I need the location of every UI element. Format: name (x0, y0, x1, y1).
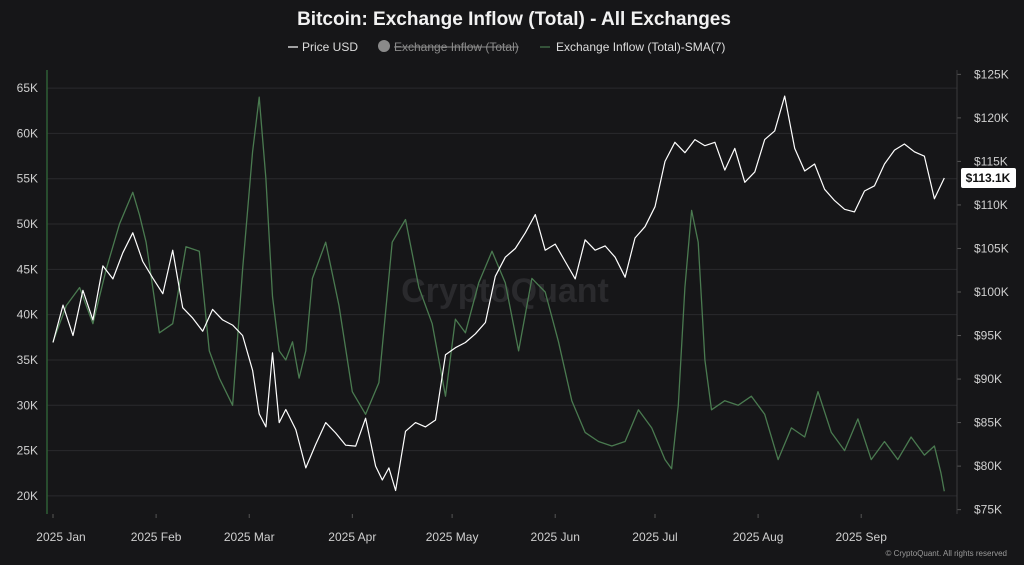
series-line-inflow-sma (52, 96, 945, 492)
price-badge: $113.1K (961, 168, 1016, 188)
series-line-price (52, 95, 945, 492)
watermark: CryptoQuant (401, 272, 609, 310)
right-tick-label: $100K (974, 285, 1009, 299)
x-tick-label: 2025 Jan (36, 530, 85, 544)
left-tick-label: 35K (17, 353, 38, 367)
right-tick-label: $120K (974, 111, 1009, 125)
legend[interactable]: Price USD Exchange Inflow (Total) Exchan… (288, 40, 725, 54)
x-tick-label: 2025 May (426, 530, 479, 544)
legend-item-inflow[interactable]: Exchange Inflow (Total) (378, 40, 519, 54)
left-tick-label: 60K (17, 126, 38, 140)
legend-label-price: Price USD (302, 40, 358, 54)
legend-label-sma: Exchange Inflow (Total)-SMA(7) (556, 40, 725, 54)
price-badge-box (961, 168, 1016, 188)
x-tick-label: 2025 Feb (131, 530, 182, 544)
right-axis: $125K $120K $115K $110K $105K $100K $95K $90K $8… (957, 67, 1009, 517)
x-axis: 2025 Jan 2025 Feb 2025 Mar 2025 Apr 2025 May… (36, 514, 887, 544)
x-tick-label: 2025 Jun (531, 530, 580, 544)
x-tick-label: 2025 Jul (632, 530, 677, 544)
left-tick-label: 50K (17, 217, 38, 231)
right-tick-label: $95K (974, 329, 1002, 343)
right-tick-label: $80K (974, 459, 1002, 473)
right-tick-label: $105K (974, 241, 1009, 255)
legend-item-sma[interactable]: Exchange Inflow (Total)-SMA(7) (540, 40, 725, 54)
left-tick-label: 45K (17, 262, 38, 276)
x-tick-label: 2025 Sep (836, 530, 888, 544)
chart-title: Bitcoin: Exchange Inflow (Total) - All E… (297, 9, 731, 30)
right-tick-label: $75K (974, 503, 1002, 517)
left-tick-label: 30K (17, 398, 38, 412)
legend-swatch-inflow (378, 40, 390, 52)
left-axis: 65K 60K 55K 50K 45K 40K 35K 30K 25K 20K (17, 81, 38, 503)
right-tick-label: $115K (974, 154, 1008, 168)
copyright-credit: © CryptoQuant. All rights reserved (886, 549, 1008, 558)
right-tick-label: $85K (974, 416, 1002, 430)
left-tick-label: 55K (17, 172, 38, 186)
x-tick-label: 2025 Apr (328, 530, 376, 544)
right-tick-label: $90K (974, 372, 1002, 386)
left-tick-label: 25K (17, 444, 38, 458)
right-tick-label: $125K (974, 67, 1009, 81)
right-tick-label: $110K (974, 198, 1008, 212)
grid (47, 87, 957, 497)
left-tick-label: 40K (17, 308, 38, 322)
left-tick-label: 20K (17, 489, 38, 503)
price-badge-label: $113.1K (966, 171, 1011, 185)
x-tick-label: 2025 Aug (733, 530, 784, 544)
legend-item-price[interactable]: Price USD (288, 40, 358, 54)
x-tick-label: 2025 Mar (224, 530, 275, 544)
left-tick-label: 65K (17, 81, 38, 95)
